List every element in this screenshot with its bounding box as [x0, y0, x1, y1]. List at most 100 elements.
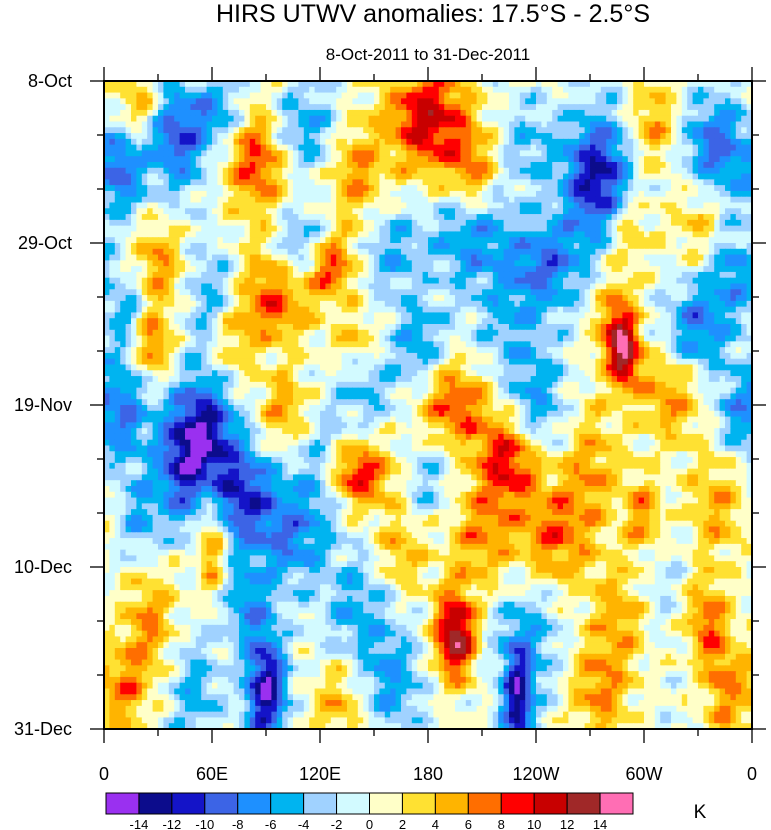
field-cell: [492, 214, 499, 221]
field-cell: [438, 289, 445, 296]
field-cell: [357, 86, 364, 94]
field-cell: [352, 190, 359, 198]
field-cell: [530, 289, 537, 296]
field-cell: [239, 115, 245, 123]
field-cell: [465, 248, 472, 256]
field-cell: [584, 225, 591, 233]
field-cell: [730, 109, 737, 117]
field-cell: [152, 167, 159, 175]
field-cell: [563, 306, 569, 314]
field-cell: [417, 185, 424, 192]
field-cell: [282, 133, 289, 140]
field-cell: [482, 196, 488, 204]
field-cell: [228, 104, 235, 111]
field-cell: [660, 162, 667, 169]
field-cell: [600, 214, 607, 221]
field-cell: [606, 196, 613, 204]
field-cell: [379, 243, 386, 250]
field-cell: [411, 289, 418, 296]
field-cell: [735, 266, 742, 273]
field-cell: [719, 219, 726, 227]
field-cell: [519, 300, 526, 308]
field-cell: [595, 225, 602, 233]
field-cell: [190, 237, 197, 244]
field-cell: [233, 277, 240, 285]
field-cell: [633, 219, 640, 227]
field-cell: [233, 109, 240, 117]
field-cell: [433, 150, 440, 157]
field-cell: [276, 260, 283, 267]
field-cell: [654, 295, 661, 302]
field-cell: [141, 306, 148, 314]
field-cell: [433, 208, 440, 215]
field-cell: [357, 318, 364, 325]
field-cell: [536, 104, 542, 111]
field-cell: [330, 295, 337, 302]
field-cell: [206, 243, 213, 250]
field-cell: [417, 300, 424, 308]
field-cell: [320, 289, 326, 296]
field-cell: [627, 98, 634, 105]
field-cell: [579, 243, 586, 250]
field-cell: [206, 196, 213, 204]
field-cell: [487, 121, 494, 128]
field-cell: [660, 185, 667, 192]
field-cell: [141, 266, 148, 273]
field-cell: [530, 185, 537, 192]
field-cell: [368, 173, 375, 180]
field-cell: [174, 219, 181, 227]
field-cell: [476, 271, 483, 279]
field-cell: [492, 208, 499, 215]
field-cell: [444, 167, 451, 175]
field-cell: [228, 185, 235, 192]
field-cell: [309, 156, 316, 163]
field-cell: [449, 190, 456, 198]
field-cell: [195, 318, 202, 325]
field-cell: [579, 254, 586, 261]
field-cell: [514, 98, 521, 105]
field-cell: [255, 271, 262, 279]
field-cell: [563, 254, 569, 261]
field-cell: [244, 115, 251, 123]
field-cell: [233, 318, 240, 325]
field-cell: [600, 300, 607, 308]
field-cell: [352, 156, 359, 163]
field-cell: [190, 225, 197, 233]
field-cell: [573, 225, 580, 233]
field-cell: [406, 219, 413, 227]
field-cell: [725, 92, 731, 99]
field-cell: [341, 260, 348, 267]
field-cell: [293, 243, 299, 250]
field-cell: [325, 202, 332, 209]
field-cell: [573, 248, 580, 256]
field-cell: [303, 266, 310, 273]
field-cell: [357, 179, 364, 186]
field-cell: [287, 214, 294, 221]
field-cell: [406, 266, 413, 273]
field-cell: [357, 231, 364, 238]
field-cell: [584, 109, 591, 117]
field-cell: [233, 237, 240, 244]
field-cell: [271, 202, 278, 209]
field-cell: [411, 271, 418, 279]
field-cell: [681, 81, 688, 88]
field-cell: [195, 312, 202, 319]
field-cell: [573, 104, 580, 111]
field-cell: [249, 202, 256, 209]
field-cell: [644, 248, 650, 256]
field-cell: [271, 167, 278, 175]
field-cell: [692, 104, 699, 111]
field-cell: [730, 260, 737, 267]
field-cell: [109, 248, 116, 256]
field-cell: [719, 92, 726, 99]
field-cell: [681, 208, 688, 215]
field-cell: [725, 208, 731, 215]
field-cell: [503, 208, 510, 215]
field-cell: [190, 98, 197, 105]
field-cell: [590, 109, 596, 117]
field-cell: [676, 248, 683, 256]
field-cell: [492, 312, 499, 319]
field-cell: [465, 81, 472, 88]
field-cell: [541, 196, 548, 204]
field-cell: [347, 271, 353, 279]
